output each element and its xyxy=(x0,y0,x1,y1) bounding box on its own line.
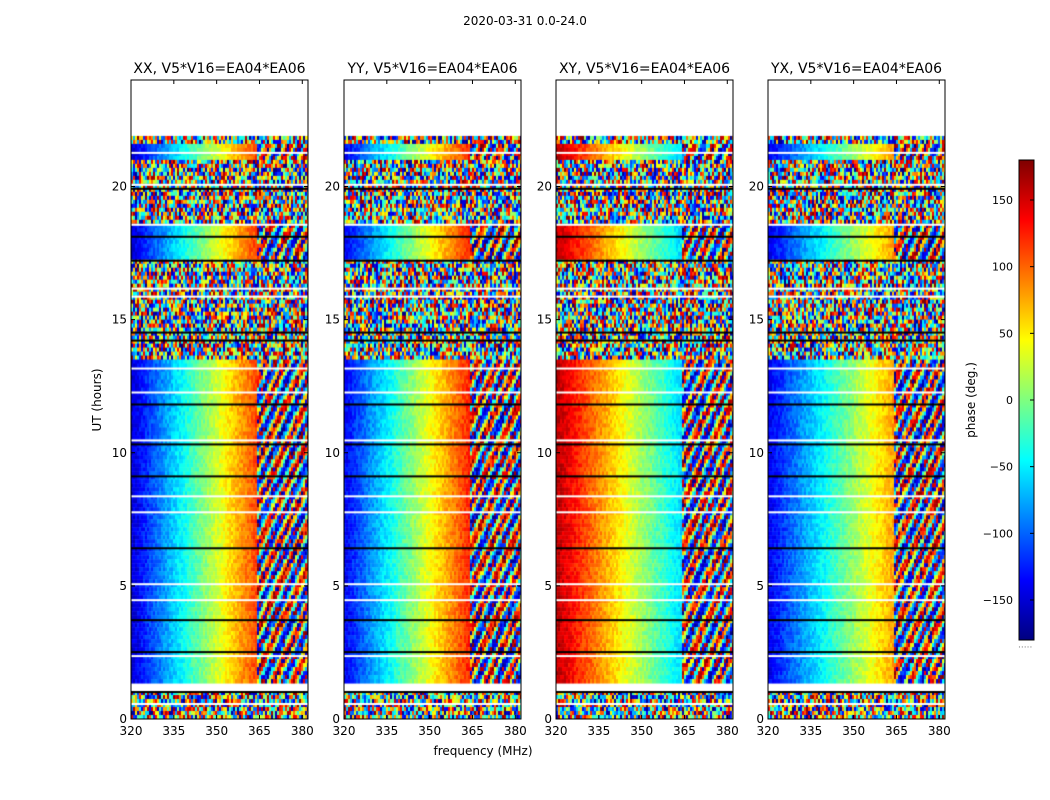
panel-heatmap-yy xyxy=(344,80,521,719)
y-tick-label: 0 xyxy=(756,712,764,726)
y-axis-label: UT (hours) xyxy=(90,368,104,431)
colorbar-tick-label: −100 xyxy=(983,527,1013,540)
colorbar-ticks: −150 −100 −50 0 50 100 150 xyxy=(983,194,1034,607)
panel-heatmap-xx xyxy=(131,80,308,719)
x-tick-label: 365 xyxy=(248,724,271,738)
colorbar-tick-label: 100 xyxy=(992,261,1013,274)
colorbar-tick-label: 150 xyxy=(992,194,1013,207)
y-tick-label: 5 xyxy=(544,579,552,593)
x-tick-label: 380 xyxy=(291,724,314,738)
x-tick-label: 335 xyxy=(587,724,610,738)
panel-heatmap-yx xyxy=(768,80,945,719)
y-tick-label: 10 xyxy=(325,446,340,460)
y-tick-label: 10 xyxy=(537,446,552,460)
y-tick-label: 20 xyxy=(325,180,340,194)
y-tick-label: 15 xyxy=(749,313,764,327)
x-tick-label: 335 xyxy=(162,724,185,738)
x-tick-label: 320 xyxy=(333,724,356,738)
x-tick-label: 365 xyxy=(461,724,484,738)
panel-yx: YX, V5*V16=EA04*EA06 320 335 350 365 380 0 5 10 1… xyxy=(749,61,951,738)
x-tick-label: 335 xyxy=(375,724,398,738)
y-tick-label: 0 xyxy=(544,712,552,726)
panel-title: XY, V5*V16=EA04*EA06 xyxy=(559,61,730,77)
y-tick-label: 5 xyxy=(332,579,340,593)
y-tick-label: 5 xyxy=(756,579,764,593)
panel-yy: YY, V5*V16=EA04*EA06 320 335 350 365 380 0 5 10 1… xyxy=(325,61,527,738)
x-tick-label: 350 xyxy=(205,724,228,738)
panel-title: YX, V5*V16=EA04*EA06 xyxy=(770,61,942,77)
x-tick-label: 380 xyxy=(928,724,951,738)
y-tick-label: 15 xyxy=(537,313,552,327)
x-tick-label: 365 xyxy=(885,724,908,738)
panel-frame xyxy=(555,79,734,720)
x-tick-label: 365 xyxy=(673,724,696,738)
panel-frame xyxy=(343,79,522,720)
x-tick-label: 350 xyxy=(630,724,653,738)
colorbar-tick-label: 0 xyxy=(1006,394,1013,407)
x-tick-label: 320 xyxy=(545,724,568,738)
x-tick-label: 320 xyxy=(757,724,780,738)
y-tick-label: 20 xyxy=(537,180,552,194)
colorbar: −150 −100 −50 0 50 100 150 phase (deg.) xyxy=(964,159,1035,641)
x-tick-label: 350 xyxy=(842,724,865,738)
panel-xy: XY, V5*V16=EA04*EA06 320 335 350 365 380 0 5 10 1… xyxy=(537,61,739,738)
x-tick-label: 350 xyxy=(418,724,441,738)
y-tick-label: 0 xyxy=(332,712,340,726)
colorbar-extend-marker: ····· xyxy=(1018,643,1033,653)
colorbar-tick-label: −50 xyxy=(990,461,1013,474)
x-tick-label: 335 xyxy=(799,724,822,738)
colorbar-label: phase (deg.) xyxy=(964,362,978,438)
panel-frame xyxy=(767,79,946,720)
y-tick-label: 15 xyxy=(325,313,340,327)
panel-title: XX, V5*V16=EA04*EA06 xyxy=(133,61,305,77)
panel-title: YY, V5*V16=EA04*EA06 xyxy=(346,61,517,77)
x-tick-label: 380 xyxy=(504,724,527,738)
panels-layer: XX, V5*V16=EA04*EA06 320 335 350 365 380 0 5 10 1… xyxy=(112,61,951,738)
y-tick-label: 10 xyxy=(112,446,127,460)
panel-frame xyxy=(130,79,309,720)
colorbar-tick-label: 50 xyxy=(999,327,1013,340)
panel-heatmap-xy xyxy=(556,80,733,719)
x-tick-label: 380 xyxy=(716,724,739,738)
x-tick-label: 320 xyxy=(120,724,143,738)
y-tick-label: 20 xyxy=(749,180,764,194)
y-tick-label: 0 xyxy=(119,712,127,726)
y-tick-label: 5 xyxy=(119,579,127,593)
y-tick-label: 20 xyxy=(112,180,127,194)
colorbar-tick-label: −150 xyxy=(983,594,1013,607)
panel-xx: XX, V5*V16=EA04*EA06 320 335 350 365 380 0 5 10 1… xyxy=(112,61,314,738)
y-tick-label: 10 xyxy=(749,446,764,460)
x-axis-label: frequency (MHz) xyxy=(433,744,532,758)
y-tick-label: 15 xyxy=(112,313,127,327)
figure-suptitle: 2020-03-31 0.0-24.0 xyxy=(463,14,587,28)
